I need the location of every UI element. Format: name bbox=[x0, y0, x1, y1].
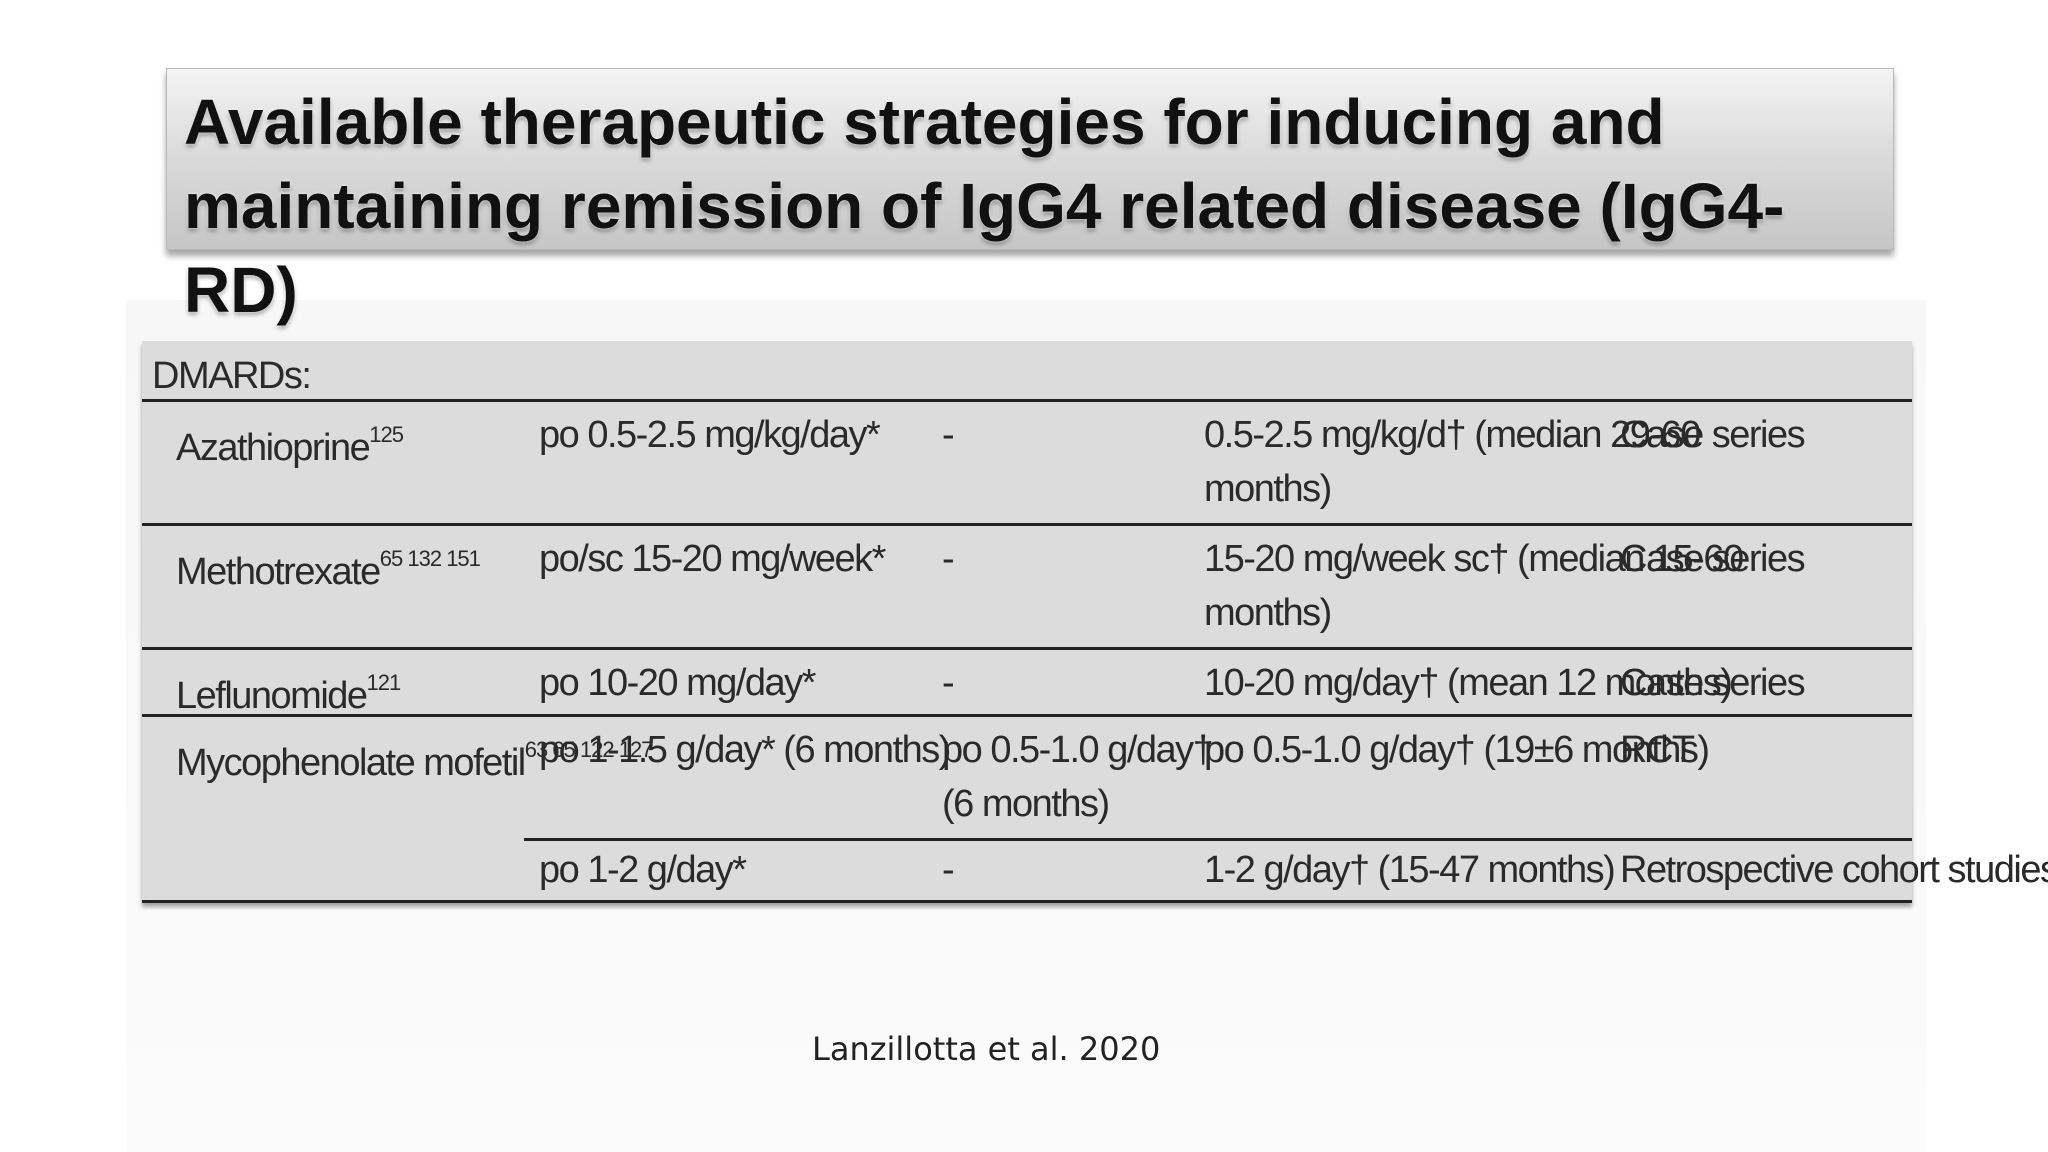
induction-dose: po 1-1.5 g/day* (6 months) bbox=[539, 729, 951, 771]
reference-superscript: 63 65 122 127 bbox=[524, 737, 654, 762]
evidence-level: Retrospective cohort studies bbox=[1620, 849, 2048, 891]
evidence-level: Case series bbox=[1620, 662, 1806, 704]
maintenance-dose: 0.5-2.5 mg/kg/d† (median 29-60 bbox=[1204, 414, 1701, 456]
maintenance-dose-cont: months) bbox=[1204, 592, 1332, 634]
evidence-level: Case series bbox=[1620, 538, 1806, 580]
table-rule bbox=[142, 399, 1912, 402]
table-rule bbox=[142, 714, 1912, 717]
maintenance-dose: 1-2 g/day† (15-47 months) bbox=[1204, 849, 1616, 891]
table-subrule bbox=[524, 838, 1912, 841]
slide-title: Available therapeutic strategies for ind… bbox=[184, 86, 1785, 326]
induction-dose: po 0.5-2.5 mg/kg/day* bbox=[539, 414, 881, 456]
middle-dose: - bbox=[942, 414, 955, 456]
induction-dose: po 10-20 mg/day* bbox=[539, 662, 816, 704]
drug-name: Methotrexate65 132 151 bbox=[176, 546, 481, 593]
middle-dose: - bbox=[942, 662, 955, 704]
maintenance-dose: 15-20 mg/week sc† (median 15-60 bbox=[1204, 538, 1744, 580]
middle-dose-cont: (6 months) bbox=[942, 783, 1110, 825]
reference-superscript: 125 bbox=[369, 422, 404, 447]
reference-superscript: 65 132 151 bbox=[379, 546, 481, 571]
maintenance-dose: 10-20 mg/day† (mean 12 months) bbox=[1204, 662, 1733, 704]
evidence-level: Case series bbox=[1620, 414, 1806, 456]
maintenance-dose-cont: months) bbox=[1204, 468, 1332, 510]
table-row: po 1-2 g/day* - 1-2 g/day† (15-47 months… bbox=[142, 843, 2048, 899]
maintenance-dose: po 0.5-1.0 g/day† (19±6 months) bbox=[1204, 729, 1710, 771]
induction-dose: po/sc 15-20 mg/week* bbox=[539, 538, 886, 580]
table-row: Mycophenolate mofetil63 65 122 127 po 1-… bbox=[142, 719, 1912, 839]
table-row: Leflunomide121 po 10-20 mg/day* - 10-20 … bbox=[142, 652, 1912, 717]
table-rule bbox=[142, 647, 1912, 650]
table-row: Azathioprine125 po 0.5-2.5 mg/kg/day* - … bbox=[142, 404, 1912, 524]
middle-dose: - bbox=[942, 849, 955, 891]
section-label: DMARDs: bbox=[152, 355, 312, 397]
drug-name: Mycophenolate mofetil63 65 122 127 bbox=[176, 737, 654, 784]
induction-dose: po 1-2 g/day* bbox=[539, 849, 747, 891]
table-rule bbox=[142, 900, 1912, 903]
evidence-level: RCT bbox=[1620, 729, 1695, 771]
citation: Lanzillotta et al. 2020 bbox=[812, 1030, 1161, 1068]
table-rule bbox=[142, 523, 1912, 526]
drug-name: Azathioprine125 bbox=[176, 422, 404, 469]
title-banner bbox=[166, 68, 1894, 250]
middle-dose: po 0.5-1.0 g/day† bbox=[942, 729, 1214, 771]
reference-superscript: 121 bbox=[366, 670, 402, 695]
table-row: Methotrexate65 132 151 po/sc 15-20 mg/we… bbox=[142, 528, 1912, 648]
therapy-table: DMARDs: Azathioprine125 po 0.5-2.5 mg/kg… bbox=[142, 341, 2048, 903]
middle-dose: - bbox=[942, 538, 955, 580]
drug-name: Leflunomide121 bbox=[176, 670, 402, 717]
